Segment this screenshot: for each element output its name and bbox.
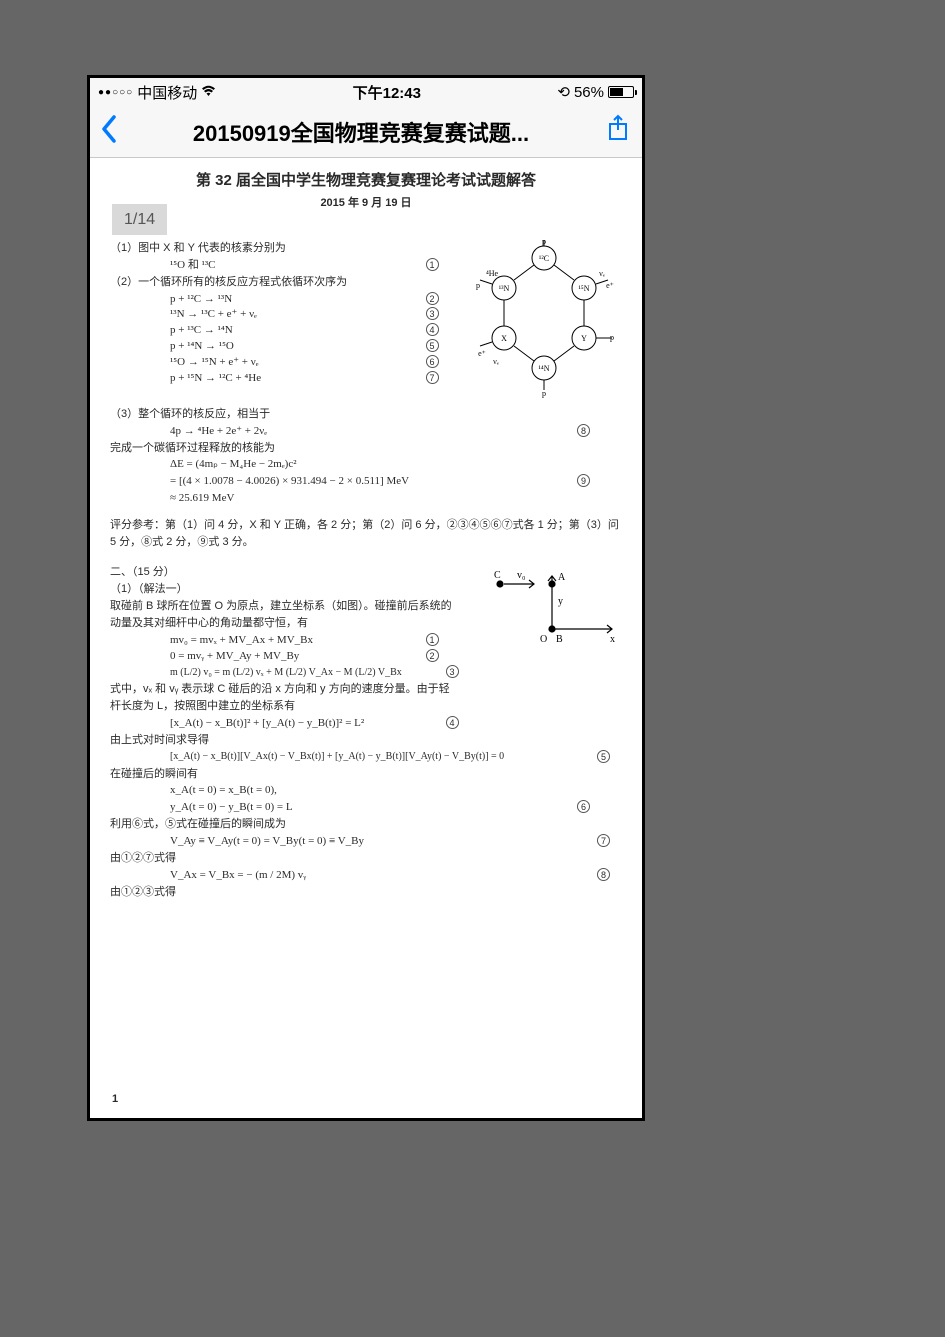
battery-percent: 56% xyxy=(574,84,604,101)
nav-bar: 20150919全国物理竞赛复赛试题... xyxy=(90,106,642,158)
eq-s-num-5: 5 xyxy=(597,750,610,763)
back-button[interactable] xyxy=(100,114,118,150)
svg-text:¹²C: ¹²C xyxy=(539,254,549,263)
sec2-p5: 由上式对时间求导得 xyxy=(110,733,622,749)
eq-s7: V_Ay ≡ V_Ay(t = 0) = V_By(t = 0) ≡ V_By xyxy=(170,834,450,850)
svg-text:p: p xyxy=(542,240,546,246)
rotation-lock-icon: ⟲ xyxy=(557,83,570,101)
eq-9a: ΔE = (4mₚ − M₄He − 2mₑ)c² xyxy=(170,457,622,473)
sec2-p2: 动量及其对细杆中心的角动量都守恒，有 xyxy=(110,616,482,632)
eq-num-8: 8 xyxy=(577,424,590,437)
eq-s-num-1: 1 xyxy=(426,633,439,646)
q1-2-text: （2）一个循环所有的核反应方程式依循环次序为 xyxy=(110,275,472,291)
page-number: 1 xyxy=(112,1092,118,1108)
nav-title: 20150919全国物理竞赛复赛试题... xyxy=(118,116,604,148)
clock-label: 下午12:43 xyxy=(353,82,421,103)
eq-s-num-6: 6 xyxy=(577,800,590,813)
svg-text:¹³N: ¹³N xyxy=(499,284,510,293)
eq-s5: [x_A(t) − x_B(t)][V_Ax(t) − V_Bx(t)] + [… xyxy=(170,750,570,765)
q1-1-text: （1）图中 X 和 Y 代表的核素分别为 xyxy=(110,241,472,257)
eq-num-5: 5 xyxy=(426,339,439,352)
svg-text:e⁺: e⁺ xyxy=(606,281,614,290)
eq-7: p + ¹⁵N → ¹²C + ⁴He xyxy=(170,371,410,387)
eq-2: p + ¹²C → ¹³N xyxy=(170,292,410,308)
eq-s-num-4: 4 xyxy=(446,716,459,729)
eq-6: ¹⁵O → ¹⁵N + e⁺ + νₑ xyxy=(170,355,410,371)
eq-s3: m (L/2) v₀ = m (L/2) vₓ + M (L/2) V_Ax −… xyxy=(170,666,430,681)
eq-4: p + ¹³C → ¹⁴N xyxy=(170,323,410,339)
sec2-sub: （1）（解法一） xyxy=(110,582,482,598)
doc-body: （1）图中 X 和 Y 代表的核素分别为 ¹⁵O 和 ¹³C 1 （2）一个循环… xyxy=(110,240,622,901)
eq-s2: 0 = mvᵧ + MV_Ay + MV_By xyxy=(170,649,410,665)
sec2-p1: 取碰前 B 球所在位置 O 为原点，建立坐标系（如图）。碰撞前后系统的 xyxy=(110,599,482,615)
svg-text:A: A xyxy=(558,572,566,583)
coordinate-diagram: C v₀ A y x O B xyxy=(482,564,622,654)
eq-s8: V_Ax = V_Bx = − (m / 2M) vᵧ xyxy=(170,868,410,884)
eq-num-2: 2 xyxy=(426,292,439,305)
eq-num-4: 4 xyxy=(426,323,439,336)
hexagon-cycle-diagram: ¹²C ¹³N ¹⁵N X Y ¹⁴N p p ⁴He p νₑ e⁺ xyxy=(472,240,617,400)
svg-text:¹⁵N: ¹⁵N xyxy=(579,284,590,293)
eq-9c: ≈ 25.619 MeV xyxy=(170,491,622,507)
svg-text:p: p xyxy=(542,389,546,398)
doc-date: 2015 年 9 月 19 日 xyxy=(110,196,622,212)
svg-text:O: O xyxy=(540,634,547,645)
eq-5: p + ¹⁴N → ¹⁵O xyxy=(170,339,410,355)
share-button[interactable] xyxy=(604,114,632,149)
svg-text:⁴He: ⁴He xyxy=(486,269,499,278)
document-viewer[interactable]: 第 32 届全国中学生物理竞赛复赛理论考试试题解答 2015 年 9 月 19 … xyxy=(90,158,642,1118)
eq-num-9: 9 xyxy=(577,474,590,487)
svg-text:v₀: v₀ xyxy=(517,570,526,581)
eq-s1: mv₀ = mvₓ + MV_Ax + MV_Bx xyxy=(170,633,410,649)
doc-title: 第 32 届全国中学生物理竞赛复赛理论考试试题解答 xyxy=(110,170,622,192)
sec2-p6: 在碰撞后的瞬间有 xyxy=(110,767,622,783)
sec2-p8: 由①②⑦式得 xyxy=(110,851,622,867)
svg-text:p: p xyxy=(476,281,480,290)
status-right: ⟲ 56% xyxy=(557,83,634,101)
eq-num-1: 1 xyxy=(426,258,439,271)
sec2-p7: 利用⑥式，⑤式在碰撞后的瞬间成为 xyxy=(110,817,622,833)
svg-text:Y: Y xyxy=(581,334,587,343)
eq-8: 4p → ⁴He + 2e⁺ + 2νₑ xyxy=(170,424,410,440)
svg-text:e⁺: e⁺ xyxy=(478,349,486,358)
status-left: ●●○○○ 中国移动 xyxy=(98,82,216,103)
phone-frame: ●●○○○ 中国移动 下午12:43 ⟲ 56% 20150919全国物理竞赛复… xyxy=(90,78,642,1118)
eq-s6b: y_A(t = 0) − y_B(t = 0) = L xyxy=(170,800,410,816)
carrier-label: 中国移动 xyxy=(137,82,197,103)
svg-text:p: p xyxy=(610,333,614,342)
q1-energy-label: 完成一个碳循环过程释放的核能为 xyxy=(110,441,622,457)
eq-s-num-3: 3 xyxy=(446,665,459,678)
svg-text:¹⁴N: ¹⁴N xyxy=(539,364,550,373)
svg-text:y: y xyxy=(558,596,563,607)
svg-text:x: x xyxy=(610,634,615,645)
wifi-icon xyxy=(201,85,216,100)
eq-s4: [x_A(t) − x_B(t)]² + [y_A(t) − y_B(t)]² … xyxy=(170,716,430,732)
svg-text:C: C xyxy=(494,570,501,581)
svg-text:νₑ: νₑ xyxy=(599,269,605,278)
svg-text:νₑ: νₑ xyxy=(493,357,499,366)
eq-3: ¹³N → ¹³C + e⁺ + νₑ xyxy=(170,307,410,323)
sec2-p4: 杆长度为 L，按照图中建立的坐标系有 xyxy=(110,699,622,715)
battery-icon xyxy=(608,86,634,98)
sec2-head: 二、（15 分） xyxy=(110,565,482,581)
scoring-note: 评分参考：第（1）问 4 分，X 和 Y 正确，各 2 分；第（2）问 6 分，… xyxy=(110,517,622,550)
eq-num-3: 3 xyxy=(426,307,439,320)
svg-text:B: B xyxy=(556,634,563,645)
q1-1-answer: ¹⁵O 和 ¹³C xyxy=(170,258,410,274)
page-counter: 1/14 xyxy=(112,204,167,235)
eq-9b: = [(4 × 1.0078 − 4.0026) × 931.494 − 2 ×… xyxy=(170,474,510,490)
eq-s6a: x_A(t = 0) = x_B(t = 0), xyxy=(170,783,622,799)
signal-dots: ●●○○○ xyxy=(98,87,133,98)
eq-num-6: 6 xyxy=(426,355,439,368)
eq-num-7: 7 xyxy=(426,371,439,384)
svg-text:X: X xyxy=(501,334,507,343)
q1-3-text: （3）整个循环的核反应，相当于 xyxy=(110,407,622,423)
eq-s-num-2: 2 xyxy=(426,649,439,662)
sec2-p9: 由①②③式得 xyxy=(110,885,622,901)
status-bar: ●●○○○ 中国移动 下午12:43 ⟲ 56% xyxy=(90,78,642,106)
eq-s-num-8: 8 xyxy=(597,868,610,881)
eq-s-num-7: 7 xyxy=(597,834,610,847)
sec2-p3: 式中，vₓ 和 vᵧ 表示球 C 碰后的沿 x 方向和 y 方向的速度分量。由于… xyxy=(110,682,622,698)
